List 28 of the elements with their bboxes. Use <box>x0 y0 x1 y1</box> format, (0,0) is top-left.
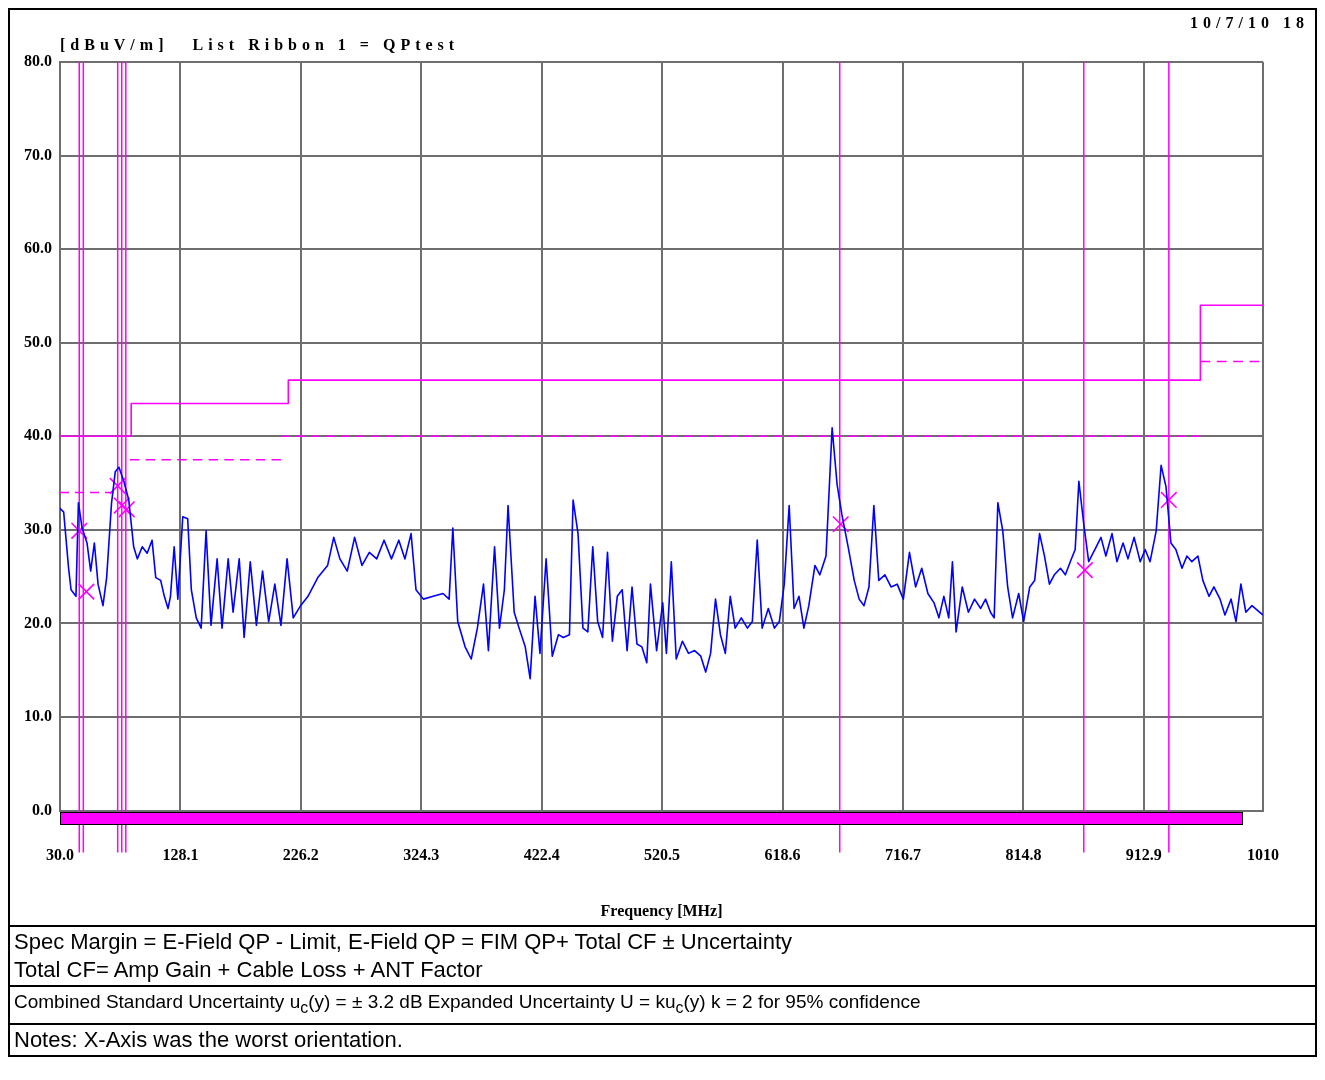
x-axis-title: Frequency [MHz] <box>600 901 723 920</box>
x-tick-label: 1010 <box>1247 846 1279 864</box>
text: Notes: X-Axis was the worst orientation. <box>10 1022 1315 1055</box>
x-tick-label: 520.5 <box>644 846 681 864</box>
y-tick-label: 80.0 <box>24 52 52 70</box>
y-tick-label: 0.0 <box>32 800 52 818</box>
text: Total CF= Amp Gain + Cable Loss + ANT Factor <box>14 956 484 984</box>
y-tick-label: 60.0 <box>24 239 52 257</box>
text: Combined Standard Uncertainty u$_{c}$(y) = ± 3.2 dB Expanded Uncertainty U = ku$_{c}$(y) k = 2 for 95% confidence <box>10 985 1315 1023</box>
y-tick-label: 10.0 <box>24 707 52 725</box>
text: Spec Margin = E-Field QP - Limit, E-Field QP = FIM QP+ Total CF ± Uncertainty <box>14 928 794 956</box>
chart-title: List Ribbon 1 = QPtest <box>192 36 460 54</box>
x-tick-label: 422.4 <box>523 846 560 864</box>
x-tick-label: 716.7 <box>884 846 921 864</box>
x-tick-label: 226.2 <box>282 846 319 864</box>
y-axis-title: [dBuV/m] <box>60 36 169 54</box>
y-tick-label: 20.0 <box>24 613 52 631</box>
x-tick-label: 618.6 <box>764 846 801 864</box>
y-tick-label: 70.0 <box>24 145 52 163</box>
y-tick-label: 30.0 <box>24 520 52 538</box>
x-tick-label: 128.1 <box>162 846 199 864</box>
x-tick-label: 324.3 <box>403 846 440 864</box>
x-tick-label: 30.0 <box>46 846 74 864</box>
y-tick-label: 40.0 <box>24 426 52 444</box>
x-tick-label: 912.9 <box>1125 846 1162 864</box>
text: 10/7/10 18 <box>1190 14 1309 32</box>
y-tick-label: 50.0 <box>24 332 52 350</box>
x-tick-label: 814.8 <box>1005 846 1042 864</box>
